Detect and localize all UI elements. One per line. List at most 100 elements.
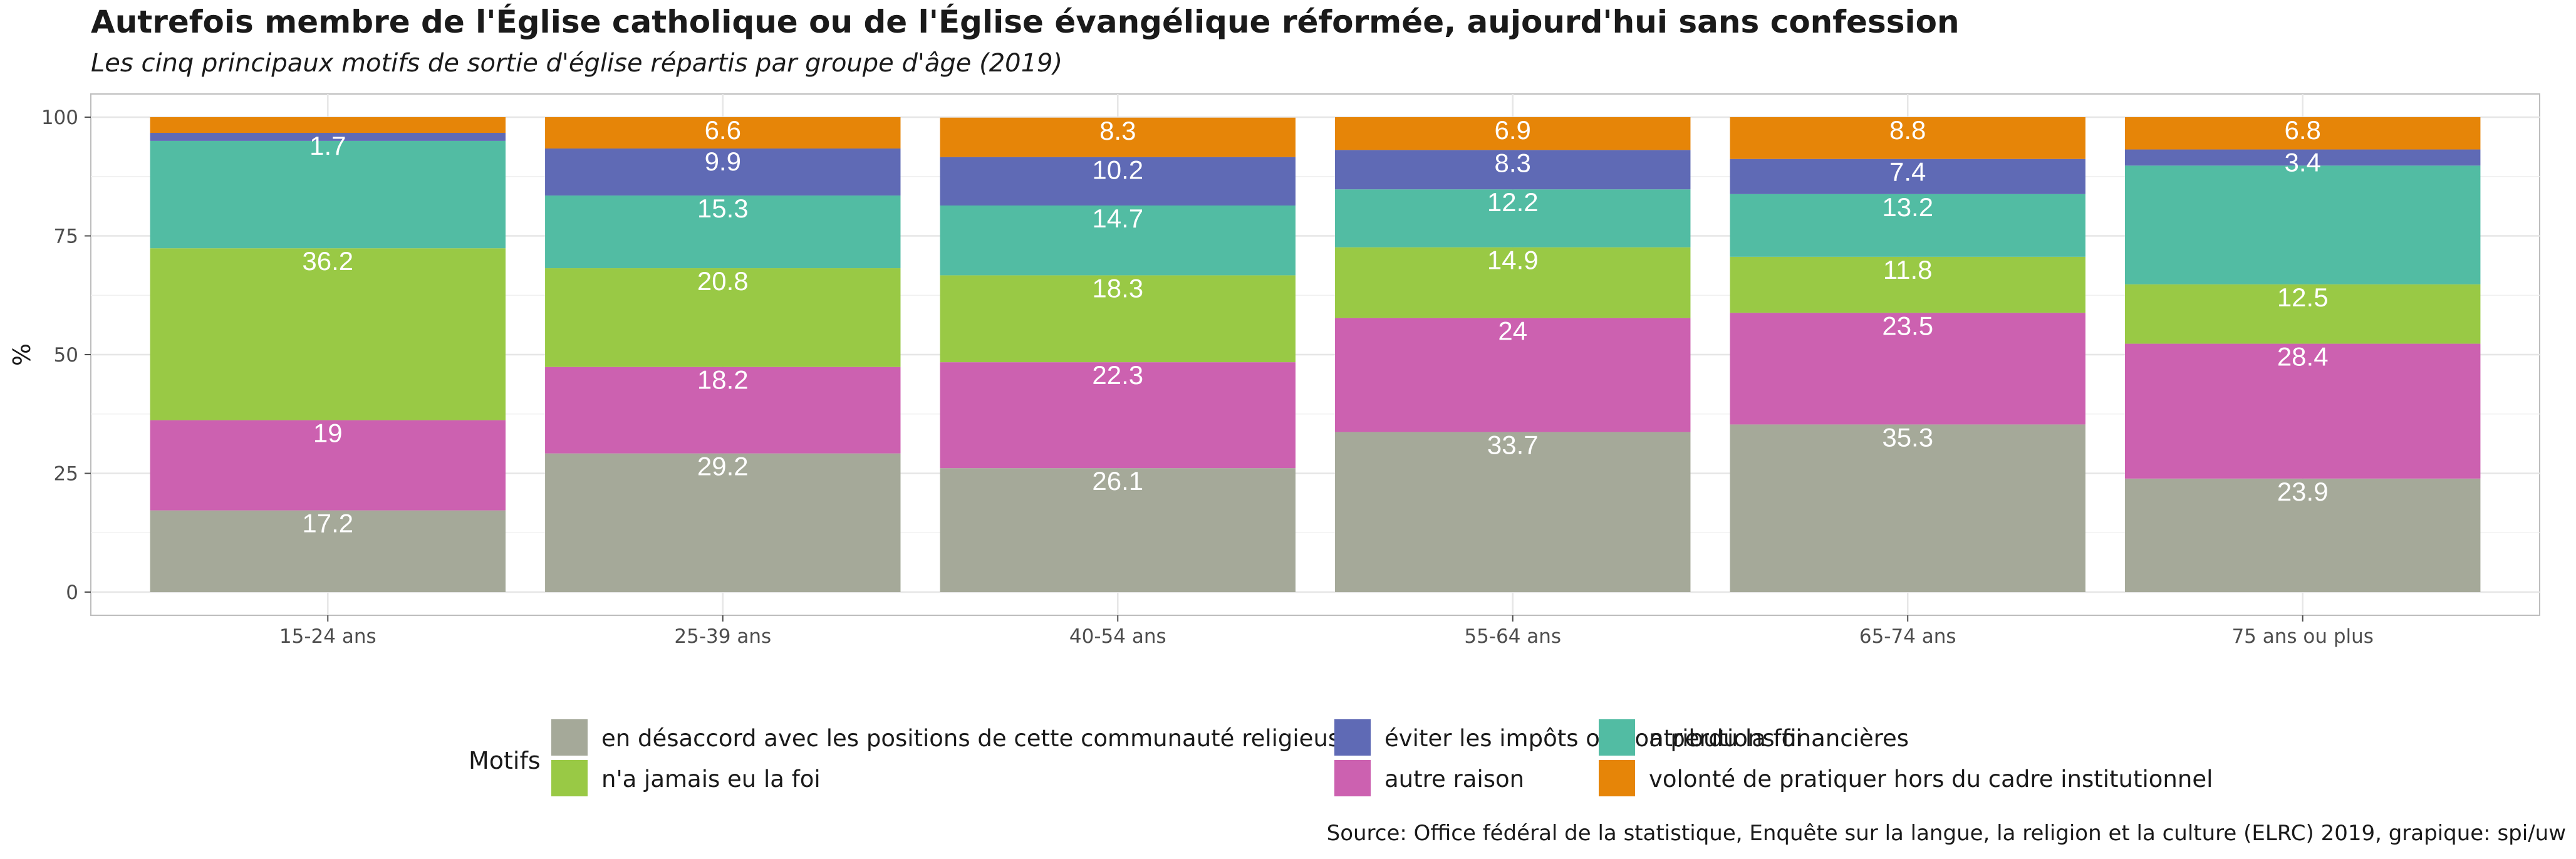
data-label: 13.2 bbox=[1882, 192, 1933, 222]
bar-segment bbox=[940, 362, 1296, 469]
data-label: 36.2 bbox=[302, 246, 353, 276]
legend-label: n'a jamais eu la foi bbox=[601, 766, 821, 793]
bar-segment bbox=[1730, 159, 2085, 194]
data-label: 15.3 bbox=[697, 194, 749, 223]
y-tick-label: 0 bbox=[66, 581, 78, 604]
bar-segment bbox=[545, 117, 901, 149]
x-tick-label: 25-39 ans bbox=[674, 625, 771, 648]
data-label: 6.9 bbox=[1495, 115, 1531, 145]
data-label: 8.3 bbox=[1495, 148, 1531, 177]
legend-label: volonté de pratiquer hors du cadre insti… bbox=[1649, 766, 2213, 793]
legend-label: en désaccord avec les positions de cette… bbox=[601, 725, 1354, 752]
data-label: 17.2 bbox=[302, 509, 353, 538]
data-label: 6.8 bbox=[2285, 115, 2321, 145]
legend-label: éviter les impôts ou contributions finan… bbox=[1384, 725, 1909, 752]
bar-segment bbox=[1335, 432, 1691, 592]
bar-segment bbox=[545, 453, 901, 592]
y-tick-label: 50 bbox=[54, 344, 78, 367]
data-label: 14.7 bbox=[1092, 204, 1143, 233]
legend-title: Motifs bbox=[469, 747, 541, 774]
data-label: 9.9 bbox=[705, 147, 741, 176]
bar-segment bbox=[1730, 424, 2085, 592]
legend-item: éviter les impôts ou contributions finan… bbox=[1334, 719, 1909, 756]
x-tick-label: 15-24 ans bbox=[279, 625, 377, 648]
bar-segment bbox=[150, 420, 506, 511]
data-label: 18.2 bbox=[697, 365, 749, 395]
data-label: 6.6 bbox=[705, 115, 741, 145]
bar-segment bbox=[150, 140, 506, 249]
bar-segment bbox=[1730, 117, 2085, 159]
legend-label: a perdu la foi bbox=[1649, 725, 1802, 752]
bar-segment bbox=[940, 275, 1296, 363]
legend-key bbox=[1599, 719, 1635, 756]
y-tick-label: 25 bbox=[54, 463, 78, 486]
data-label: 33.7 bbox=[1487, 430, 1539, 460]
bar-segment bbox=[2124, 343, 2481, 479]
data-label: 20.8 bbox=[697, 266, 749, 296]
data-label: 8.8 bbox=[1889, 115, 1926, 145]
data-label: 18.3 bbox=[1092, 273, 1143, 303]
bar-segment bbox=[2124, 165, 2481, 284]
bar-segment bbox=[2124, 117, 2481, 150]
bar-segment bbox=[940, 205, 1296, 276]
data-label: 24 bbox=[1498, 316, 1527, 346]
chart-subtitle: Les cinq principaux motifs de sortie d'é… bbox=[91, 49, 1063, 78]
legend-item: autre raison bbox=[1334, 760, 1524, 796]
legend-key bbox=[1334, 760, 1371, 796]
bar-segment bbox=[1730, 194, 2085, 257]
bar-segment bbox=[150, 510, 506, 592]
legend-key bbox=[1334, 719, 1371, 756]
bar-segment bbox=[1335, 150, 1691, 190]
data-label: 22.3 bbox=[1092, 360, 1143, 390]
legend-label: autre raison bbox=[1384, 766, 1524, 793]
bar-segment bbox=[1335, 318, 1691, 432]
bar-segment bbox=[2124, 149, 2481, 166]
bar-segment bbox=[1730, 256, 2085, 313]
bar-segment bbox=[150, 248, 506, 420]
legend-item: en désaccord avec les positions de cette… bbox=[551, 719, 1354, 756]
data-label: 11.8 bbox=[1883, 255, 1933, 284]
bar-segment bbox=[1730, 313, 2085, 425]
legend-item: a perdu la foi bbox=[1599, 719, 1802, 756]
bar-segment bbox=[545, 148, 901, 196]
bar-segment bbox=[1335, 189, 1691, 247]
y-tick-label: 100 bbox=[41, 107, 78, 129]
data-label: 3.4 bbox=[2285, 148, 2321, 177]
x-tick-label: 55-64 ans bbox=[1464, 625, 1561, 648]
data-label: 1.7 bbox=[309, 131, 346, 160]
legend-item: n'a jamais eu la foi bbox=[551, 760, 821, 796]
legend-key bbox=[551, 719, 588, 756]
legend-item: volonté de pratiquer hors du cadre insti… bbox=[1599, 760, 2213, 796]
bar-segment bbox=[940, 468, 1296, 592]
bar-segment bbox=[545, 268, 901, 367]
x-tick-label: 75 ans ou plus bbox=[2231, 625, 2374, 648]
data-label: 19 bbox=[313, 419, 343, 448]
bar-segment bbox=[150, 117, 506, 133]
data-label: 10.2 bbox=[1092, 155, 1143, 185]
y-tick-label: 75 bbox=[54, 226, 78, 248]
bar-segment bbox=[1335, 247, 1691, 318]
data-label: 8.3 bbox=[1099, 116, 1136, 145]
bar-segment bbox=[150, 133, 506, 141]
data-label: 23.5 bbox=[1882, 311, 1933, 340]
legend-key bbox=[1599, 760, 1635, 796]
data-label: 29.2 bbox=[697, 452, 749, 481]
bar-segment bbox=[940, 117, 1296, 157]
bar-segment bbox=[545, 367, 901, 454]
bar-segment bbox=[2124, 478, 2481, 592]
x-tick-label: 40-54 ans bbox=[1069, 625, 1166, 648]
chart-title: Autrefois membre de l'Église catholique … bbox=[91, 4, 1960, 40]
data-label: 35.3 bbox=[1882, 422, 1933, 452]
data-label: 26.1 bbox=[1092, 466, 1143, 496]
bar-segment bbox=[2124, 284, 2481, 344]
data-label: 14.9 bbox=[1487, 246, 1539, 275]
y-axis-title: % bbox=[8, 343, 36, 366]
bar-segment bbox=[545, 195, 901, 269]
bar-segment bbox=[1335, 117, 1691, 150]
bar-segment bbox=[940, 157, 1296, 206]
x-tick-label: 65-74 ans bbox=[1859, 625, 1956, 648]
data-label: 12.5 bbox=[2277, 283, 2329, 312]
data-label: 12.2 bbox=[1487, 187, 1539, 217]
data-label: 28.4 bbox=[2277, 342, 2329, 372]
